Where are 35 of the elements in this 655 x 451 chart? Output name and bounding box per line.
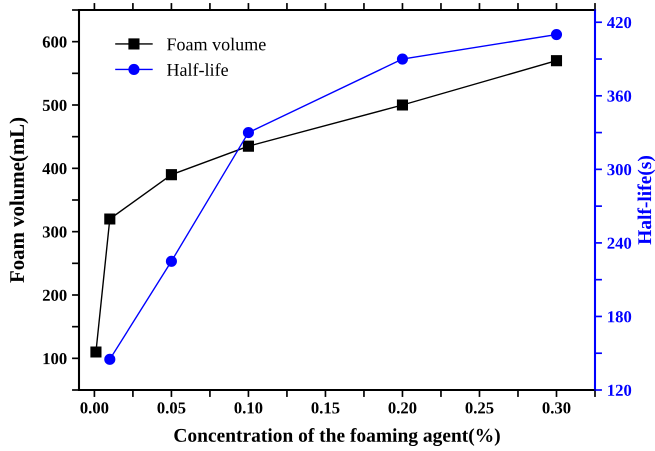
x-tick-label: 0.00 — [80, 402, 108, 414]
y-tick-label: 400 — [42, 163, 67, 174]
point — [242, 127, 254, 138]
point — [396, 53, 408, 65]
x-tick-label: 0.20 — [388, 402, 416, 414]
point — [166, 169, 177, 180]
y-tick-label: 300 — [42, 226, 67, 238]
point — [104, 213, 116, 225]
point — [550, 55, 562, 66]
x-axis-title: Concentration of the foaming agent(%) — [174, 428, 500, 446]
x-tick-label: 0.10 — [234, 402, 262, 414]
x-tick-label: 0.05 — [157, 402, 186, 414]
y2-tick-label: 120 — [608, 384, 632, 396]
y-tick-label: 200 — [42, 290, 67, 301]
y-axis-title: Foam volume(mL) — [9, 118, 28, 283]
y2-tick-label: 180 — [608, 311, 632, 322]
y-tick-label: 500 — [42, 100, 67, 111]
point — [104, 354, 116, 365]
y2-axis-title: Half-life(s) — [637, 156, 655, 244]
point — [242, 140, 254, 152]
y2-tick-label: 360 — [607, 90, 632, 102]
y-tick-label: 600 — [42, 36, 67, 48]
point — [550, 28, 562, 40]
point — [396, 99, 408, 111]
x-tick-label: 0.15 — [312, 402, 340, 414]
y-tick-label: 100 — [44, 353, 67, 364]
x-tick-label: 0.30 — [542, 402, 570, 414]
legend-label: Half-life — [166, 63, 228, 76]
point — [166, 256, 177, 267]
y2-tick-label: 300 — [607, 164, 632, 176]
legend-label: Foam volume — [166, 38, 266, 50]
x-tick-label: 0.25 — [466, 402, 494, 414]
y2-tick-label: 240 — [608, 238, 632, 249]
y2-tick-label: 420 — [607, 16, 632, 28]
point — [90, 346, 102, 358]
